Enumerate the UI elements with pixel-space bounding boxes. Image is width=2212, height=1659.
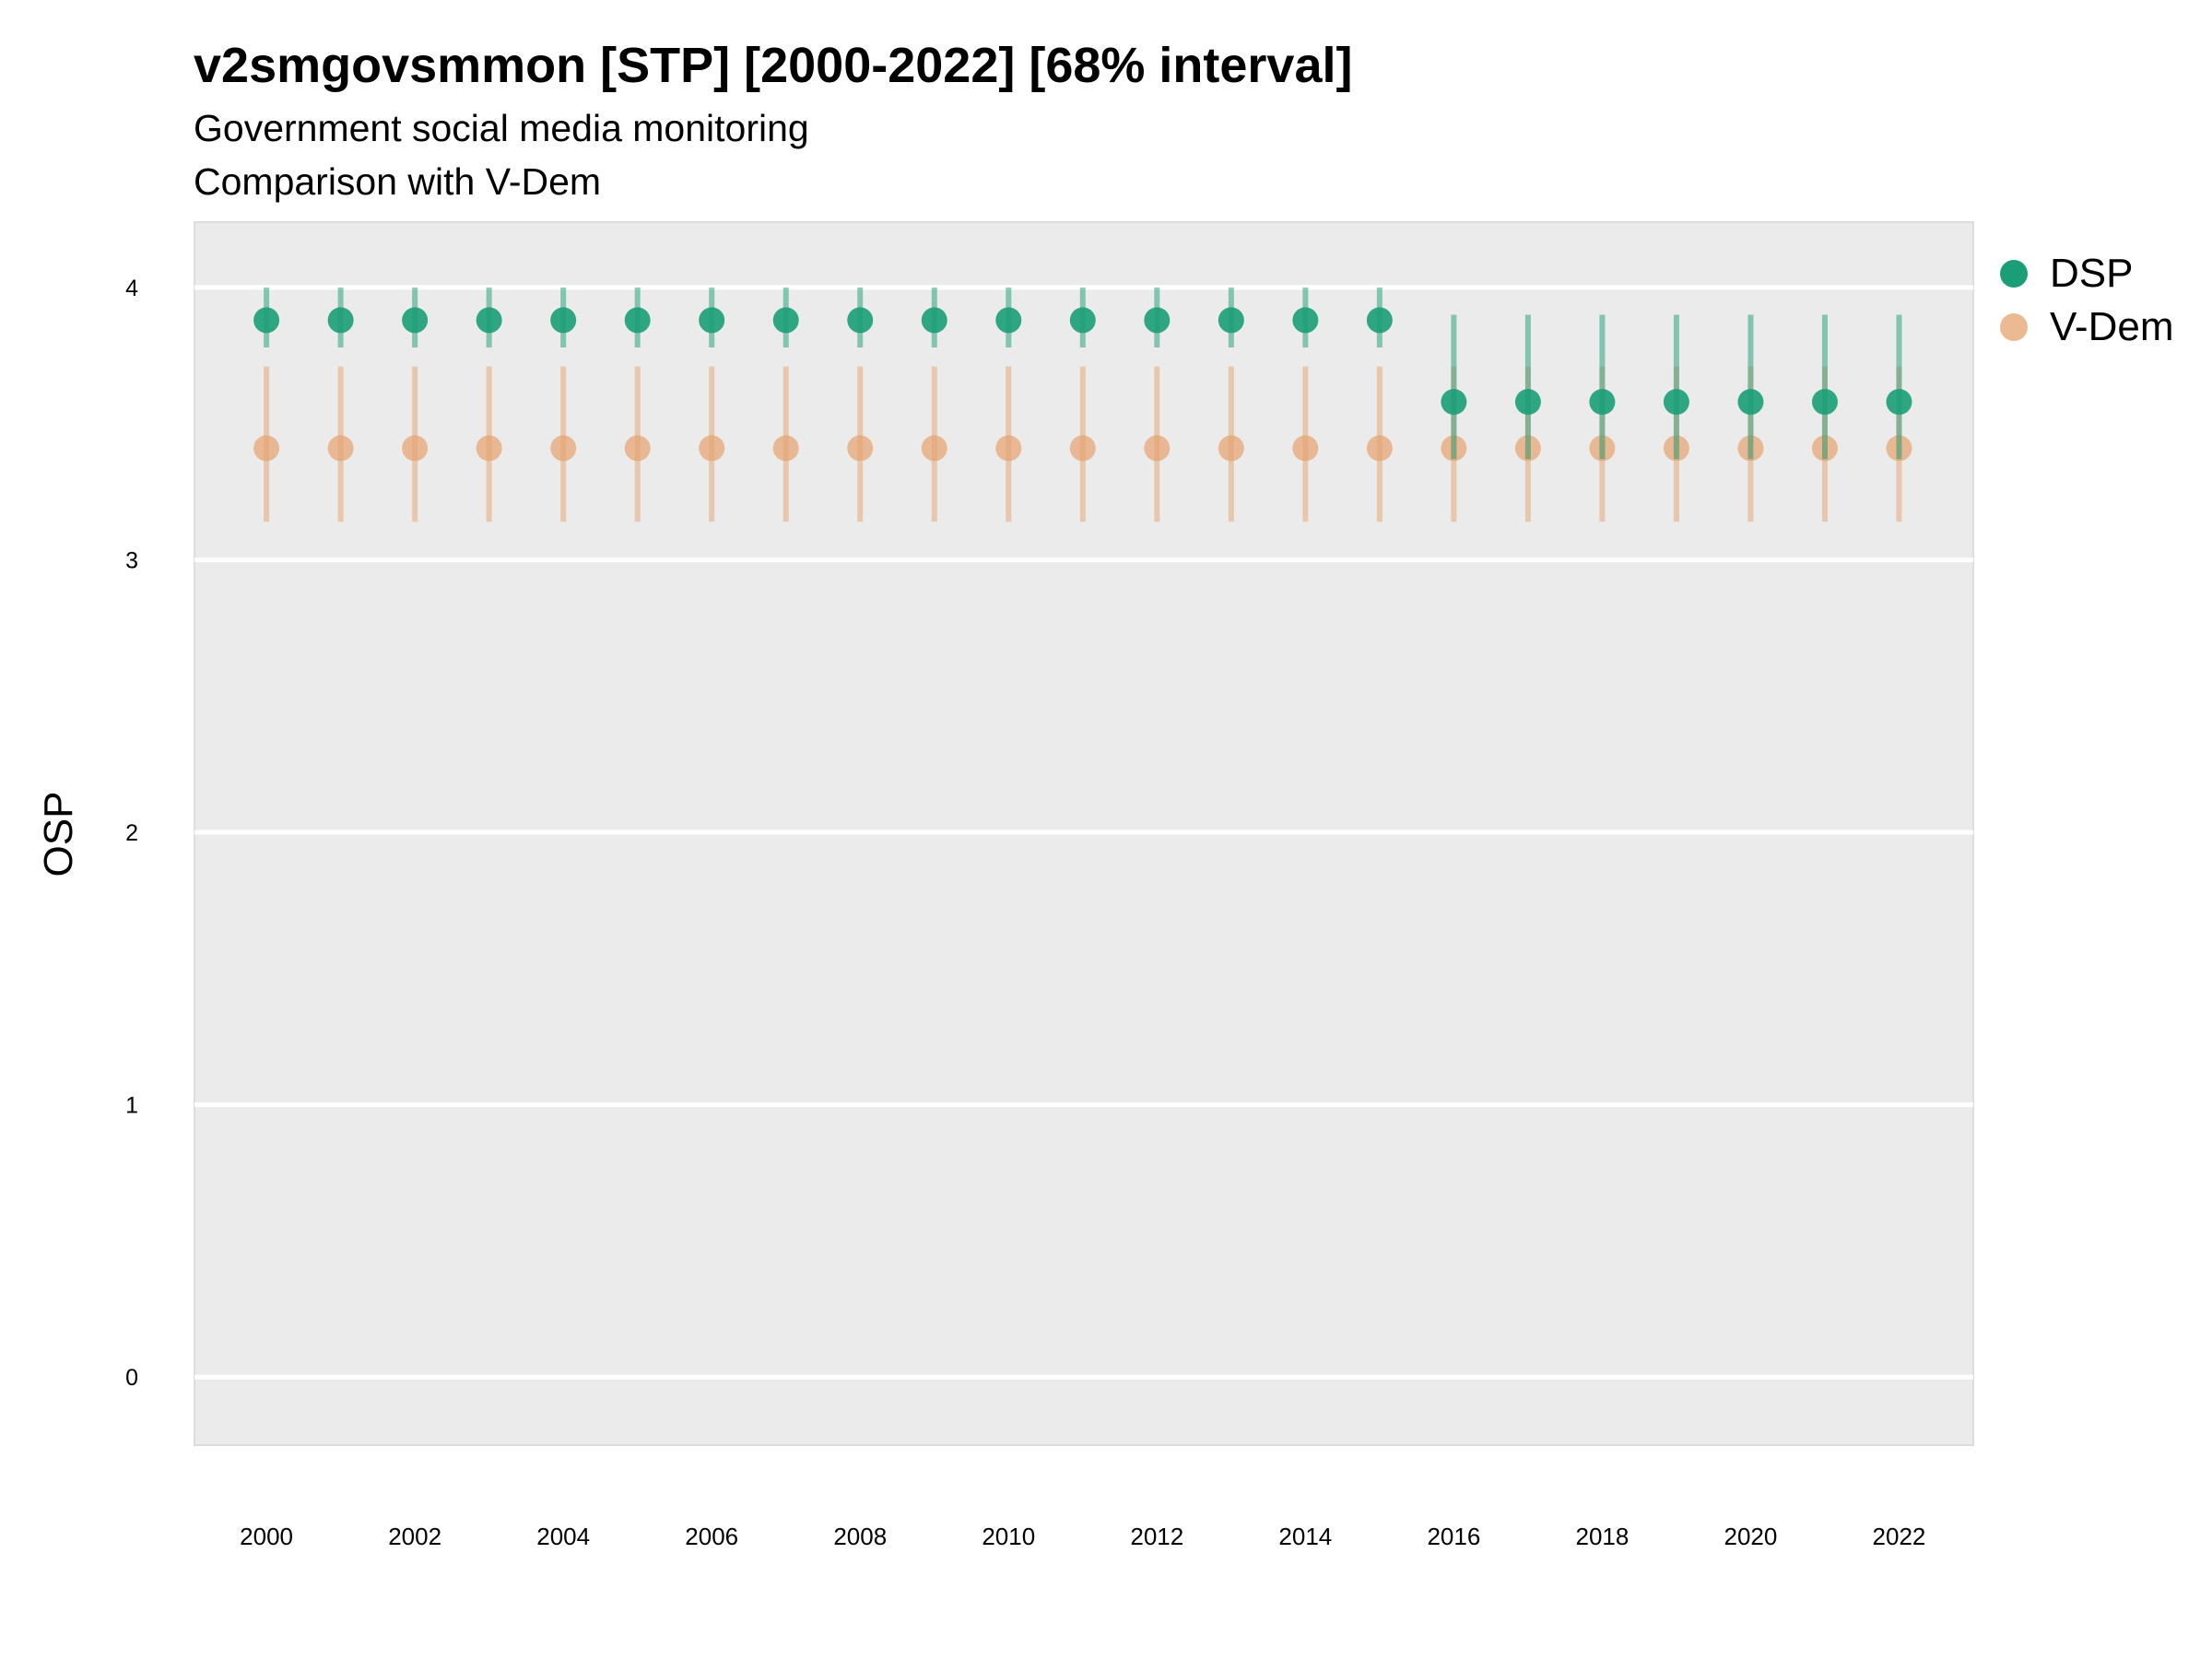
point-dsp xyxy=(1886,389,1912,416)
x-tick-label: 2004 xyxy=(536,1523,590,1550)
y-tick-label: 4 xyxy=(125,276,138,301)
point-dsp xyxy=(253,307,280,334)
point-dsp xyxy=(1589,389,1616,416)
x-tick-label: 2016 xyxy=(1427,1523,1480,1550)
point-dsp xyxy=(1811,389,1838,416)
point-dsp xyxy=(699,307,725,334)
legend-label-vdem: V-Dem xyxy=(2050,304,2174,349)
x-tick-label: 2018 xyxy=(1575,1523,1629,1550)
point-vdem xyxy=(699,435,725,462)
point-vdem xyxy=(550,435,577,462)
point-vdem xyxy=(402,435,429,462)
x-tick-label: 2002 xyxy=(388,1523,441,1550)
point-vdem xyxy=(847,435,874,462)
point-vdem xyxy=(772,435,799,462)
point-dsp xyxy=(550,307,577,334)
legend-key-dsp xyxy=(2000,260,2028,288)
point-dsp xyxy=(921,307,947,334)
legend: DSP V-Dem xyxy=(2000,247,2173,354)
point-vdem xyxy=(253,435,280,462)
point-dsp xyxy=(1514,389,1541,416)
legend-item-vdem: V-Dem xyxy=(2000,300,2173,354)
x-tick-label: 2010 xyxy=(982,1523,1035,1550)
point-vdem xyxy=(476,435,502,462)
y-axis-label: OSP xyxy=(36,792,81,877)
point-dsp xyxy=(847,307,874,334)
point-dsp xyxy=(476,307,502,334)
point-dsp xyxy=(624,307,651,334)
point-dsp xyxy=(1069,307,1096,334)
point-dsp xyxy=(1737,389,1764,416)
x-tick-label: 2014 xyxy=(1278,1523,1332,1550)
point-dsp xyxy=(1292,307,1319,334)
point-dsp xyxy=(995,307,1022,334)
point-dsp xyxy=(1366,307,1393,334)
legend-item-dsp: DSP xyxy=(2000,247,2173,300)
point-vdem xyxy=(1366,435,1393,462)
x-tick-label: 2012 xyxy=(1130,1523,1183,1550)
x-tick-label: 2000 xyxy=(240,1523,293,1550)
x-tick-label: 2008 xyxy=(833,1523,887,1550)
point-vdem xyxy=(995,435,1022,462)
y-tick-label: 0 xyxy=(125,1365,138,1391)
legend-label-dsp: DSP xyxy=(2050,251,2134,296)
chart-title: v2smgovsmmon [STP] [2000-2022] [68% inte… xyxy=(194,38,1353,93)
chart-subtitle-line-1: Government social media monitoring xyxy=(194,107,809,149)
point-dsp xyxy=(1144,307,1171,334)
point-dsp xyxy=(1218,307,1244,334)
point-vdem xyxy=(624,435,651,462)
point-dsp xyxy=(327,307,354,334)
y-tick-label: 2 xyxy=(125,820,138,846)
point-vdem xyxy=(327,435,354,462)
chart-subtitle-line-2: Comparison with V-Dem xyxy=(194,160,602,203)
point-vdem xyxy=(1069,435,1096,462)
point-vdem xyxy=(1292,435,1319,462)
y-tick-label: 3 xyxy=(125,547,138,573)
legend-key-vdem xyxy=(2000,313,2028,341)
point-vdem xyxy=(921,435,947,462)
point-vdem xyxy=(1218,435,1244,462)
point-vdem xyxy=(1144,435,1171,462)
point-dsp xyxy=(402,307,429,334)
x-tick-label: 2022 xyxy=(1873,1523,1926,1550)
series-dsp xyxy=(253,287,1912,460)
x-tick-label: 2006 xyxy=(685,1523,738,1550)
point-dsp xyxy=(1663,389,1689,416)
x-tick-label: 2020 xyxy=(1724,1523,1778,1550)
point-dsp xyxy=(772,307,799,334)
y-tick-label: 1 xyxy=(125,1093,138,1119)
point-dsp xyxy=(1441,389,1467,416)
